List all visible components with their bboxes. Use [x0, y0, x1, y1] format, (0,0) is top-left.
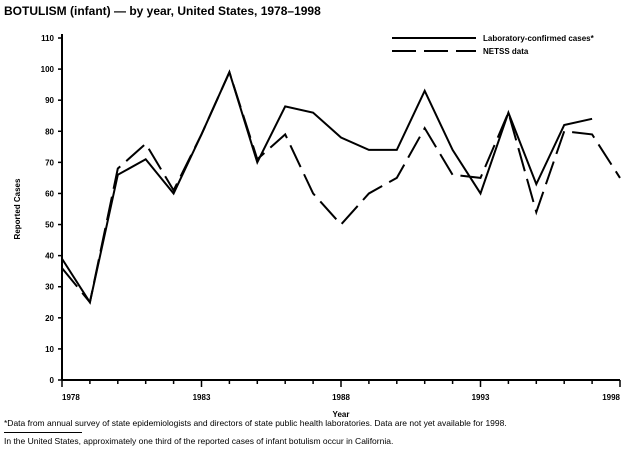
- y-tick-label: 80: [45, 127, 54, 136]
- y-tick-label: 90: [45, 96, 54, 105]
- y-tick-label: 100: [41, 65, 55, 74]
- y-tick-label: 20: [45, 314, 54, 323]
- legend-label: NETSS data: [483, 47, 529, 56]
- y-tick-label: 50: [45, 221, 54, 230]
- y-tick-label: 60: [45, 189, 54, 198]
- legend-label: Laboratory-confirmed cases*: [483, 34, 595, 43]
- x-tick-label: 1978: [62, 393, 80, 402]
- x-tick-label: 1988: [332, 393, 350, 402]
- x-tick-label: 1993: [472, 393, 490, 402]
- y-tick-label: 30: [45, 283, 54, 292]
- y-axis-label: Reported Cases: [13, 178, 22, 239]
- footnote-divider: [4, 432, 82, 433]
- chart-title: BOTULISM (infant) — by year, United Stat…: [4, 4, 321, 18]
- series-line-lab-confirmed: [61, 69, 593, 305]
- y-tick-label: 0: [50, 376, 55, 385]
- y-tick-label: 40: [45, 252, 54, 261]
- footnote-california: In the United States, approximately one …: [4, 436, 394, 446]
- y-tick-label: 10: [45, 345, 54, 354]
- footnote-data-source: *Data from annual survey of state epidem…: [4, 418, 507, 428]
- x-axis-label: Year: [333, 410, 350, 419]
- x-tick-label: 1998: [602, 393, 620, 402]
- y-tick-label: 70: [45, 158, 54, 167]
- x-tick-label: 1983: [193, 393, 211, 402]
- y-tick-label: 110: [41, 34, 54, 43]
- series-line-netss: [61, 69, 621, 305]
